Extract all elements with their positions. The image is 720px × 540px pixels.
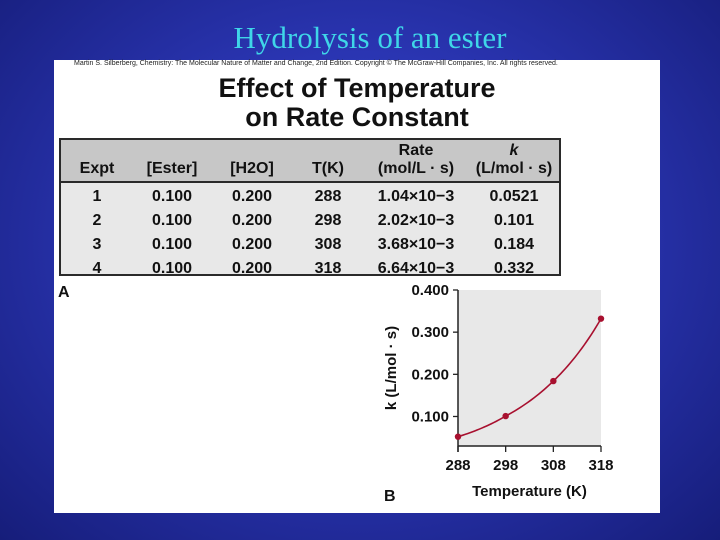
table-cell: 288	[314, 188, 342, 205]
table-cell: 0.0521	[489, 188, 539, 205]
table-cell: 298	[314, 212, 342, 229]
table-column: [Ester] 0.100 0.100 0.100 0.100	[133, 140, 211, 277]
y-tick-label: 0.400	[411, 282, 449, 299]
y-axis-label: k (L/mol · s)	[383, 326, 400, 410]
figure-heading: Effect of Temperature on Rate Constant	[54, 74, 660, 132]
copyright-credit: Martin S. Silberberg, Chemistry: The Mol…	[74, 60, 558, 67]
header-line-1: Rate	[398, 142, 434, 159]
table-cell: 0.100	[151, 260, 193, 277]
column-header: T(K)	[293, 140, 363, 181]
table-cell: 0.200	[231, 212, 273, 229]
header-line-2: Expt	[79, 160, 115, 177]
table-cell: 2	[92, 212, 102, 229]
table-cell: 0.101	[493, 212, 535, 229]
table-cell: 3	[92, 236, 102, 253]
x-tick-label: 298	[493, 457, 518, 474]
column-header: Rate (mol/L · s)	[363, 140, 469, 181]
table-cell: 6.64×10−3	[377, 260, 455, 277]
header-line-2: (mol/L · s)	[377, 160, 455, 177]
panel-label-b: B	[384, 488, 396, 505]
panel-label-a: A	[58, 284, 70, 301]
series-line	[457, 318, 602, 438]
y-tick-label: 0.200	[411, 366, 449, 383]
header-line-2: (L/mol · s)	[475, 160, 553, 177]
table-column: Rate (mol/L · s) 1.04×10−3 2.02×10−3 3.68×10…	[363, 140, 469, 277]
table-cell: 0.200	[231, 260, 273, 277]
data-point	[550, 377, 557, 385]
header-line-2: T(K)	[312, 160, 344, 177]
table-column: Expt 1 2 3 4	[61, 140, 133, 277]
table-column: [H2O] 0.200 0.200 0.200 0.200	[211, 140, 293, 277]
table-cell: 2.02×10−3	[377, 212, 455, 229]
table-cell: 0.200	[231, 188, 273, 205]
table-cell: 308	[314, 236, 342, 253]
column-header: [Ester]	[133, 140, 211, 181]
temperature-k-chart: 0.100 0.200 0.300 0.400 288 298 308 318Temperat…	[383, 282, 614, 500]
table-cell: 0.100	[151, 188, 193, 205]
data-point	[597, 315, 605, 322]
table-cell: 4	[92, 260, 102, 277]
figure-panel: Martin S. Silberberg, Chemistry: The Mol…	[54, 60, 660, 513]
table-cell: 0.184	[493, 236, 535, 253]
column-header: k (L/mol · s)	[469, 140, 559, 181]
table-cell: 0.100	[151, 212, 193, 229]
x-tick-label: 318	[588, 457, 613, 474]
column-header: [H2O]	[211, 140, 293, 181]
header-line-2: [Ester]	[146, 160, 198, 177]
table-cell: 0.200	[231, 236, 273, 253]
table-cell: 1	[92, 188, 102, 205]
data-table: Expt 1 2 3 4 [Ester] 0.100 0.100 0.100 0.100 [H2O]…	[59, 138, 561, 277]
table-cell: 3.68×10−3	[377, 236, 455, 253]
column-header: Expt	[61, 140, 133, 181]
x-tick-label: 308	[541, 457, 566, 474]
heading-line-2: on Rate Constant	[245, 102, 469, 132]
table-column: T(K) 288 298 308 318	[293, 140, 363, 277]
y-tick-label: 0.300	[411, 324, 449, 341]
table-cell: 0.100	[151, 236, 193, 253]
table-cell: 318	[314, 260, 342, 277]
table-column: k (L/mol · s) 0.0521 0.101 0.184 0.332	[469, 140, 559, 277]
y-tick-label: 0.100	[411, 408, 449, 425]
slide-title: Hydrolysis of an ester	[233, 20, 507, 55]
table-cell: 1.04×10−3	[377, 188, 455, 205]
x-axis-label: Temperature (K)	[472, 483, 587, 500]
x-tick-label: 288	[445, 457, 470, 474]
table-cell: 0.332	[493, 260, 535, 277]
header-line-1: k	[509, 142, 519, 159]
heading-line-1: Effect of Temperature	[218, 73, 496, 103]
data-point	[502, 412, 509, 420]
data-point	[454, 433, 462, 440]
header-line-2: [H2O]	[230, 160, 274, 177]
plot-area	[458, 290, 601, 446]
